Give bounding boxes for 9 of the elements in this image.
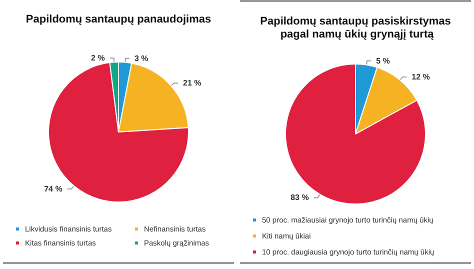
- data-label: 2 %: [91, 54, 105, 63]
- data-label: 21 %: [183, 78, 202, 88]
- data-label: 5 %: [376, 56, 390, 66]
- data-label: 83 %: [290, 193, 309, 202]
- data-label: 3 %: [134, 54, 148, 63]
- data-label: 12 %: [412, 72, 430, 82]
- data-label: 74 %: [44, 184, 62, 194]
- chart-title: Papildomų santaupų panaudojimas: [26, 14, 212, 26]
- chart-title: Papildomų santaupų pasiskirstymas pagal namų ūkių grynąjį turtą: [260, 16, 451, 40]
